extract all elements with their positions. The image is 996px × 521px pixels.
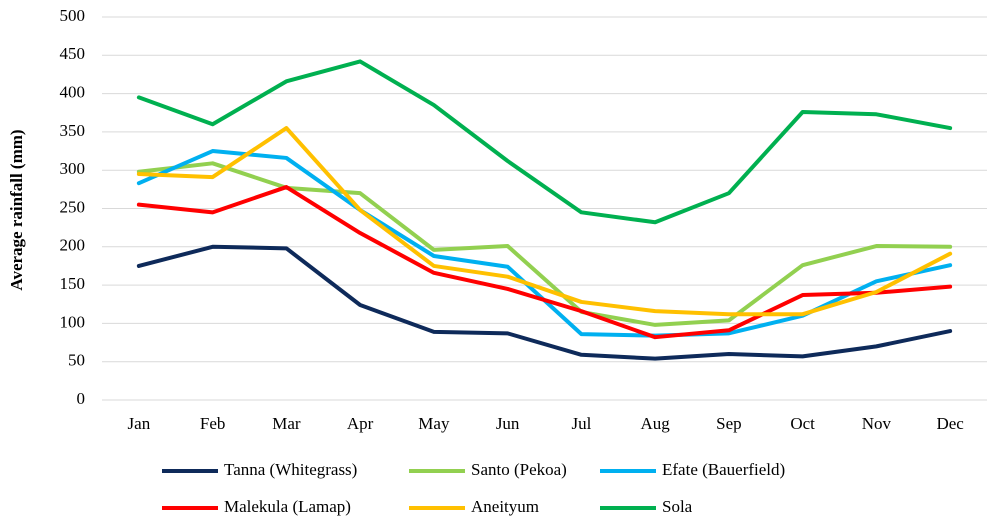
legend-label: Sola: [662, 497, 693, 516]
y-tick-label: 350: [60, 121, 86, 140]
legend-label: Efate (Bauerfield): [662, 460, 785, 479]
x-tick-label: Apr: [347, 414, 374, 433]
series-line: [136, 244, 953, 361]
legend-label: Santo (Pekoa): [471, 460, 567, 479]
y-tick-label: 500: [60, 6, 86, 25]
y-axis-title: Average rainfall (mm): [7, 129, 26, 290]
legend-label: Tanna (Whitegrass): [224, 460, 357, 479]
legend-label: Aneityum: [471, 497, 539, 516]
x-tick-label: Feb: [200, 414, 226, 433]
x-tick-label: Dec: [936, 414, 964, 433]
x-tick-label: Aug: [640, 414, 670, 433]
y-tick-label: 50: [68, 351, 85, 370]
x-tick-label: Jul: [571, 414, 591, 433]
x-tick-label: Jan: [128, 414, 151, 433]
x-tick-label: Sep: [716, 414, 742, 433]
y-tick-label: 150: [60, 274, 86, 293]
y-tick-label: 250: [60, 197, 86, 216]
series-line: [136, 59, 953, 225]
x-tick-label: Oct: [790, 414, 815, 433]
x-tick-label: Jun: [496, 414, 520, 433]
y-tick-label: 0: [77, 389, 86, 408]
x-tick-label: May: [418, 414, 450, 433]
y-tick-label: 200: [60, 236, 86, 255]
series-line: [136, 185, 953, 340]
y-tick-label: 100: [60, 312, 86, 331]
y-tick-label: 450: [60, 44, 86, 63]
legend-label: Malekula (Lamap): [224, 497, 351, 516]
series-line: [136, 161, 953, 327]
x-tick-label: Mar: [272, 414, 301, 433]
x-tick-label: Nov: [862, 414, 892, 433]
series-line: [136, 126, 953, 317]
y-tick-label: 400: [60, 83, 86, 102]
y-tick-label: 300: [60, 159, 86, 178]
